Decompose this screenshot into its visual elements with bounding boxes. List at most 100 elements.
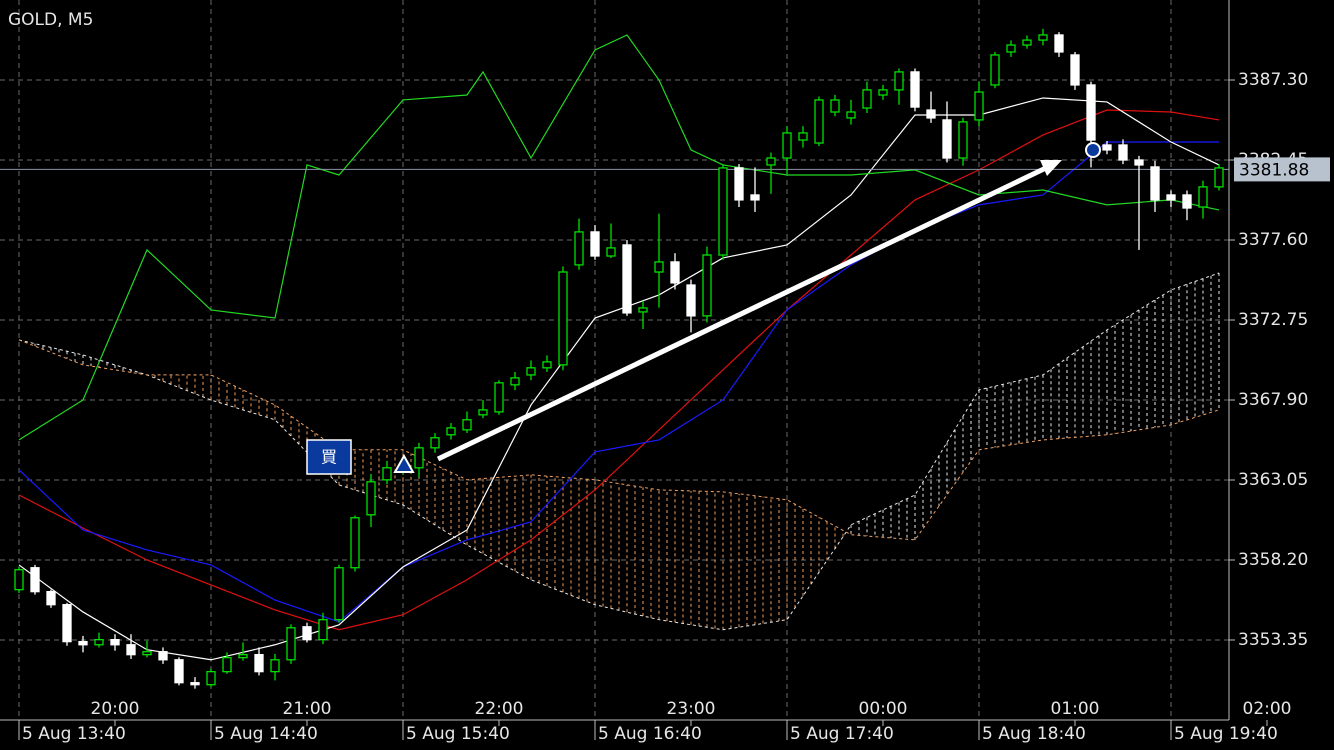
candle-body	[1118, 144, 1128, 161]
candle-body	[510, 377, 520, 386]
annotation-layer: 買	[306, 142, 1101, 475]
candle-body	[750, 194, 760, 201]
buy-triangle	[393, 453, 415, 473]
candle-body	[878, 89, 888, 96]
candle-body	[942, 119, 952, 159]
y-tick-label: 3367.90	[1238, 390, 1308, 410]
candle-body	[670, 261, 680, 284]
candle-body	[1038, 34, 1048, 41]
candle-body	[910, 71, 920, 108]
last-price-box	[1234, 157, 1330, 182]
candle-body	[158, 651, 168, 661]
x2-tick-label: 5 Aug 16:40	[598, 724, 702, 744]
candle-body	[958, 121, 968, 159]
candle-body	[606, 247, 616, 257]
x2-tick-label: 5 Aug 13:40	[22, 724, 126, 744]
candle-body	[142, 651, 152, 656]
candle-body	[1166, 194, 1176, 201]
candle-body	[414, 447, 424, 469]
x-tick-label: 02:00	[1243, 699, 1292, 719]
candle-body	[302, 626, 312, 641]
candle-body	[1054, 34, 1064, 53]
candle-body	[1150, 166, 1160, 201]
grid-layer	[0, 0, 1229, 720]
y-tick-label: 3387.30	[1238, 70, 1308, 90]
y-tick-label: 3358.20	[1238, 550, 1308, 570]
y-tick-label: 3372.75	[1238, 310, 1308, 330]
cloud-layer	[18, 272, 1220, 631]
candle-body	[1022, 39, 1032, 46]
candle-body	[1134, 159, 1144, 166]
candle-body	[1006, 44, 1016, 53]
x2-tick-label: 5 Aug 17:40	[790, 724, 894, 744]
candle-body	[638, 307, 648, 313]
indicator-line	[18, 97, 1220, 661]
candle-body	[590, 231, 600, 257]
buy-marker	[306, 439, 352, 475]
candle-body	[46, 591, 56, 606]
candle-body	[238, 654, 248, 659]
indicator-line	[18, 34, 1220, 441]
x-tick-label: 20:00	[91, 699, 140, 719]
candle-body	[798, 132, 808, 141]
x-tick-label: 22:00	[475, 699, 524, 719]
candle-body	[766, 157, 776, 166]
candle-body	[702, 254, 712, 317]
candle-body	[318, 619, 328, 641]
cloud-span-b	[18, 339, 1220, 541]
candle-body	[814, 99, 824, 144]
candle-body	[686, 284, 696, 317]
cloud-span-a	[18, 272, 1220, 631]
candle-body	[1182, 194, 1192, 209]
candle-body	[446, 427, 456, 436]
x-tick-label: 23:00	[667, 699, 716, 719]
candle-body	[382, 467, 392, 481]
candle-body	[542, 361, 552, 369]
candle-body	[894, 71, 904, 91]
indicator-layer	[0, 34, 1229, 661]
candle-body	[494, 382, 504, 413]
x-tick-label: 01:00	[1051, 699, 1100, 719]
candle-body	[478, 409, 488, 416]
candle-body	[14, 569, 24, 591]
candle-body	[1086, 84, 1096, 141]
candle-body	[270, 659, 280, 673]
y-tick-label: 3353.35	[1238, 630, 1308, 650]
candle-body	[830, 99, 840, 113]
candle-body	[110, 639, 120, 646]
candle-body	[734, 167, 744, 201]
x-tick-label: 21:00	[283, 699, 332, 719]
candle-body	[526, 367, 536, 376]
candle-body	[558, 271, 568, 366]
candle-body	[286, 627, 296, 661]
x2-tick-label: 5 Aug 14:40	[214, 724, 318, 744]
candle-body	[430, 437, 440, 449]
x2-tick-label: 5 Aug 15:40	[406, 724, 510, 744]
x2-tick-label: 5 Aug 19:40	[1174, 724, 1278, 744]
candle-body	[126, 644, 136, 656]
candle-body	[78, 640, 88, 646]
candle-body	[206, 671, 216, 686]
indicator-line	[18, 141, 1219, 623]
candle-body	[334, 567, 344, 621]
candle-body	[190, 682, 200, 686]
candle-body	[1198, 186, 1208, 208]
candle-body	[1214, 167, 1224, 188]
candle-body	[990, 54, 1000, 86]
candle-body	[254, 654, 264, 673]
candle-layer	[14, 28, 1224, 689]
y-tick-label: 3363.05	[1238, 470, 1308, 490]
candle-body	[654, 261, 664, 273]
close-marker	[1085, 142, 1101, 158]
candle-body	[350, 517, 360, 569]
y-tick-label: 3377.60	[1238, 230, 1308, 250]
candle-body	[62, 604, 72, 643]
candle-body	[862, 89, 872, 109]
candle-body	[222, 656, 232, 673]
trend-arrow	[436, 164, 1050, 462]
candle-body	[366, 481, 376, 516]
last-price-label: 3381.88	[1239, 160, 1309, 180]
